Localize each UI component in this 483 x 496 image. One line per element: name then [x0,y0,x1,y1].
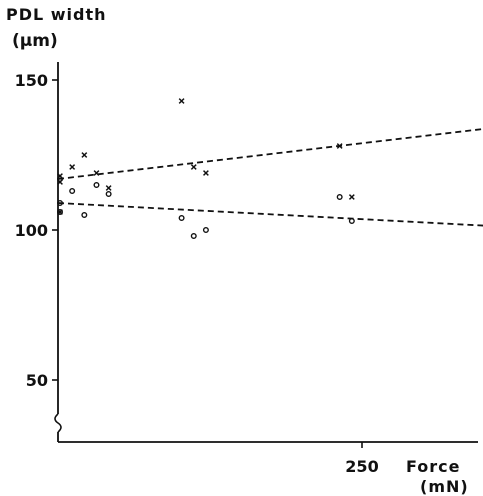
data-point-o [336,193,343,200]
trend-line-x-marker-series [57,128,483,180]
data-point-o [57,199,64,206]
data-point-x-stroke [190,164,197,170]
x-axis-label-line2: (mN) [420,477,469,496]
data-point-x-stroke [105,185,112,191]
data-point-o [348,217,355,224]
data-point-x [348,194,355,200]
x-tick-label-250: 250 [345,457,378,476]
y-axis-break [54,413,62,433]
data-point-o [57,175,64,182]
data-point-x-stroke [69,164,76,170]
data-point-x [93,170,100,176]
y-axis-label-line2: (µm) [12,31,58,51]
trend-lines [57,128,483,227]
data-point-o [190,232,197,239]
y-tick-label-50: 50 [26,371,48,390]
data-points [57,98,355,239]
data-point-x [69,164,76,170]
data-point-x [105,185,112,191]
x-axis-label-line1: Force [406,457,461,476]
trend-line-o-marker-series [57,202,483,227]
y-axis-label-line1: PDL width [6,5,107,24]
data-point-x-stroke [178,98,185,104]
data-point-x [336,143,343,149]
data-point-o [202,226,209,233]
data-point-x-stroke [93,170,100,176]
y-tick-label-100: 100 [15,221,48,240]
data-point-x [190,164,197,170]
data-point-x-stroke [202,170,209,176]
data-point-x [202,170,209,176]
data-point-o [81,211,88,218]
data-point-o [93,181,100,188]
data-point-x [178,98,185,104]
axes: 50100150250500 [15,62,478,476]
data-point-o [105,190,112,197]
data-point-o [178,214,185,221]
data-point-x-stroke [336,143,343,149]
data-point-o [69,187,76,194]
data-point-x [81,152,88,158]
data-point-x-stroke [81,152,88,158]
data-point-x-stroke [348,194,355,200]
y-tick-label-150: 150 [15,71,48,90]
data-point-o [57,208,64,215]
